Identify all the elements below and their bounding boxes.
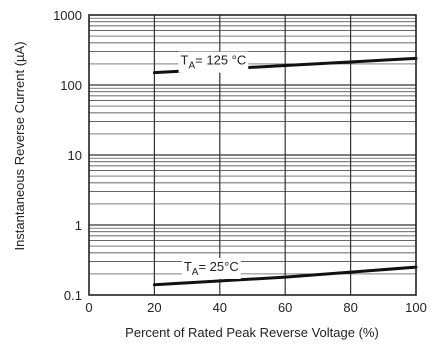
curve-label-1: TA= 125 °C: [178, 51, 249, 73]
x-tick-label: 0: [85, 300, 92, 315]
y-tick-label: 100: [60, 78, 82, 93]
y-tick-label: 0.1: [64, 288, 82, 303]
curve-label-text: TA= 125 °C: [181, 53, 247, 72]
tick-labels: 0 20 40 60 80 100 0.1 1 10 100 1000: [53, 8, 427, 315]
y-tick-label: 10: [68, 148, 82, 163]
curve-annotations: TA= 125 °C TA= 25°C: [178, 51, 249, 279]
y-axis-label: Instantaneous Reverse Current (µA): [12, 41, 27, 250]
y-tick-label: 1: [75, 218, 82, 233]
plot-frame: [88, 14, 417, 296]
x-tick-label: 20: [147, 300, 161, 315]
x-axis-label: Percent of Rated Peak Reverse Voltage (%…: [125, 325, 379, 340]
y-tick-label: 1000: [53, 8, 82, 23]
x-tick-label: 100: [405, 300, 427, 315]
grid: [89, 15, 416, 295]
x-tick-label: 40: [213, 300, 227, 315]
curve-label-2: TA= 25°C: [181, 257, 241, 279]
x-tick-label: 80: [343, 300, 357, 315]
series-line-2: [152, 265, 418, 287]
curve-label-text: TA= 25°C: [184, 259, 239, 278]
curve-label-background: [181, 257, 241, 279]
x-tick-label: 60: [278, 300, 292, 315]
curve-label-background: [178, 51, 249, 73]
